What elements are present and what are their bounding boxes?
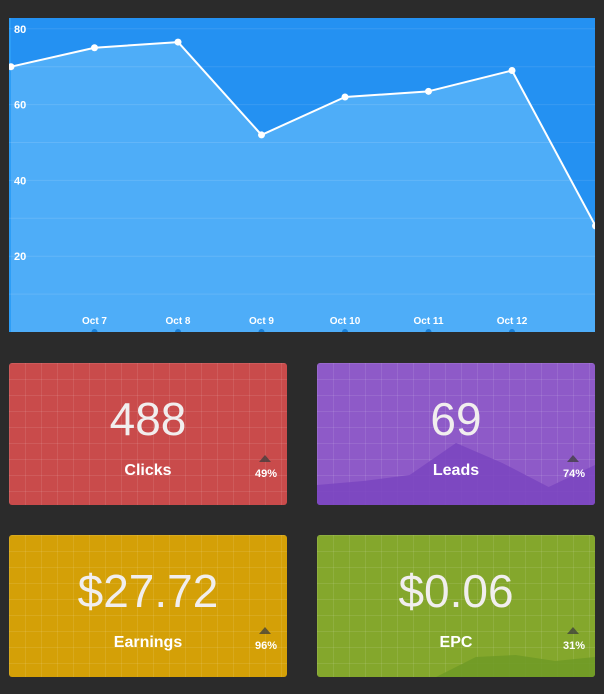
earnings-change-percent: 96% (254, 640, 277, 652)
leads-card[interactable]: 69 Leads 74% (317, 363, 595, 505)
x-tick-label: Oct 12 (497, 316, 528, 327)
data-point[interactable] (341, 93, 349, 101)
data-point[interactable] (425, 87, 432, 95)
x-tick-marker (509, 329, 515, 332)
x-tick-label: Oct 10 (330, 316, 361, 327)
data-point[interactable] (508, 66, 516, 74)
epc-sparkline (317, 655, 595, 677)
y-tick-label: 20 (14, 251, 26, 263)
triangle-up-icon (567, 627, 579, 634)
leads-label: Leads (432, 462, 480, 479)
x-tick-marker (175, 329, 181, 332)
x-tick-label: Oct 8 (165, 316, 190, 327)
data-point[interactable] (174, 38, 182, 46)
triangle-up-icon (259, 627, 271, 634)
x-tick-marker (342, 329, 348, 332)
data-point[interactable] (258, 131, 265, 139)
chart-upper-band (11, 18, 595, 225)
triangle-up-icon (567, 455, 579, 462)
epc-card[interactable]: $0.06 EPC 31% (317, 535, 595, 677)
leads-value: 69 (430, 393, 482, 445)
series-area (11, 42, 595, 332)
data-point[interactable] (592, 222, 595, 230)
sparkline-area (317, 443, 595, 505)
data-point[interactable] (9, 63, 15, 71)
chart-background (9, 18, 595, 332)
x-tick-label: Oct 11 (413, 316, 443, 327)
clicks-area-chart: 20 40 60 80 Oct 7 Oct 8 Oct 9 Oct 10 Oct 11 Oct 1… (9, 18, 595, 332)
earnings-label: Earnings (113, 634, 183, 651)
earnings-card[interactable]: $27.72 Earnings 96% (9, 535, 287, 677)
series-line (10, 41, 595, 227)
epc-value: $0.06 (398, 565, 514, 617)
x-tick-marker (425, 329, 432, 332)
clicks-label: Clicks (124, 462, 172, 479)
y-tick-label: 40 (14, 175, 26, 187)
leads-sparkline (317, 443, 595, 505)
data-point[interactable] (91, 44, 98, 52)
x-tick-label: Oct 7 (82, 316, 107, 327)
epc-label: EPC (439, 634, 473, 651)
sparkline-area (317, 655, 595, 677)
x-tick-marker (91, 329, 98, 332)
clicks-value: 488 (109, 393, 187, 445)
leads-change-percent: 74% (562, 468, 585, 480)
clicks-card[interactable]: 488 Clicks 49% (9, 363, 287, 505)
x-tick-label: Oct 9 (249, 316, 274, 327)
triangle-up-icon (259, 455, 271, 462)
epc-change-percent: 31% (562, 640, 585, 652)
earnings-value: $27.72 (77, 565, 219, 617)
chart-canvas: 20 40 60 80 Oct 7 Oct 8 Oct 9 Oct 10 Oct 11 Oct 1… (9, 18, 595, 332)
y-tick-label: 60 (14, 100, 26, 112)
y-tick-label: 80 (14, 24, 26, 36)
clicks-change-percent: 49% (254, 468, 277, 480)
x-tick-marker (258, 329, 265, 332)
